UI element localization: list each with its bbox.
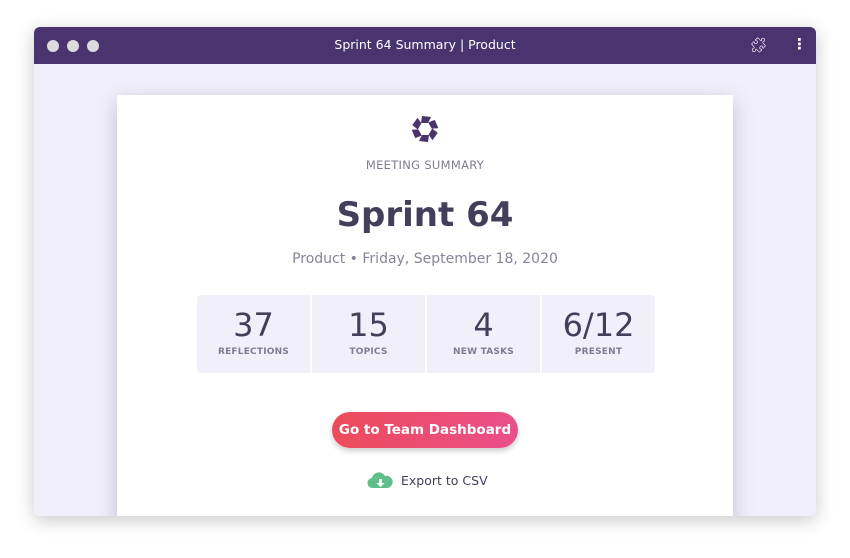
stat-value: 4: [473, 306, 494, 344]
stat-label: PRESENT: [574, 347, 623, 357]
extensions-puzzle-icon[interactable]: 🧩︎: [749, 36, 769, 54]
minimize-window-button[interactable]: [67, 40, 79, 52]
stats-row: 37 REFLECTIONS 15 TOPICS 4 NEW TASKS 6/12 PR…: [197, 295, 655, 373]
browser-window: Sprint 64 Summary | Product 🧩︎ ⋮ MEETING…: [34, 27, 816, 516]
stat-value: 15: [348, 306, 389, 344]
title-bar: Sprint 64 Summary | Product 🧩︎ ⋮: [34, 27, 816, 64]
close-window-button[interactable]: [47, 40, 59, 52]
stat-reflections: 37 REFLECTIONS: [197, 295, 310, 373]
meeting-subtitle: Product • Friday, September 18, 2020: [292, 251, 558, 267]
stat-present: 6/12 PRESENT: [542, 295, 655, 373]
go-to-team-dashboard-button[interactable]: Go to Team Dashboard: [332, 412, 518, 448]
stat-label: REFLECTIONS: [217, 347, 290, 357]
meeting-summary-label: MEETING SUMMARY: [365, 158, 485, 172]
summary-card: MEETING SUMMARY Sprint 64 Product • Frid…: [117, 95, 733, 516]
stat-label: NEW TASKS: [453, 347, 514, 357]
more-vertical-icon[interactable]: ⋮: [792, 35, 807, 53]
stat-label: TOPICS: [349, 347, 388, 357]
stat-value: 6/12: [562, 306, 635, 344]
stat-topics: 15 TOPICS: [312, 295, 425, 373]
cloud-download-icon: [367, 472, 393, 489]
page-title: Sprint 64: [336, 195, 514, 235]
stat-new-tasks: 4 NEW TASKS: [427, 295, 540, 373]
maximize-window-button[interactable]: [87, 40, 99, 52]
stat-value: 37: [233, 306, 274, 344]
window-title: Sprint 64 Summary | Product: [334, 37, 516, 52]
parabol-logo-icon: [411, 116, 439, 142]
export-csv-label: Export to CSV: [401, 472, 488, 488]
export-csv-link[interactable]: Export to CSV: [367, 471, 488, 489]
